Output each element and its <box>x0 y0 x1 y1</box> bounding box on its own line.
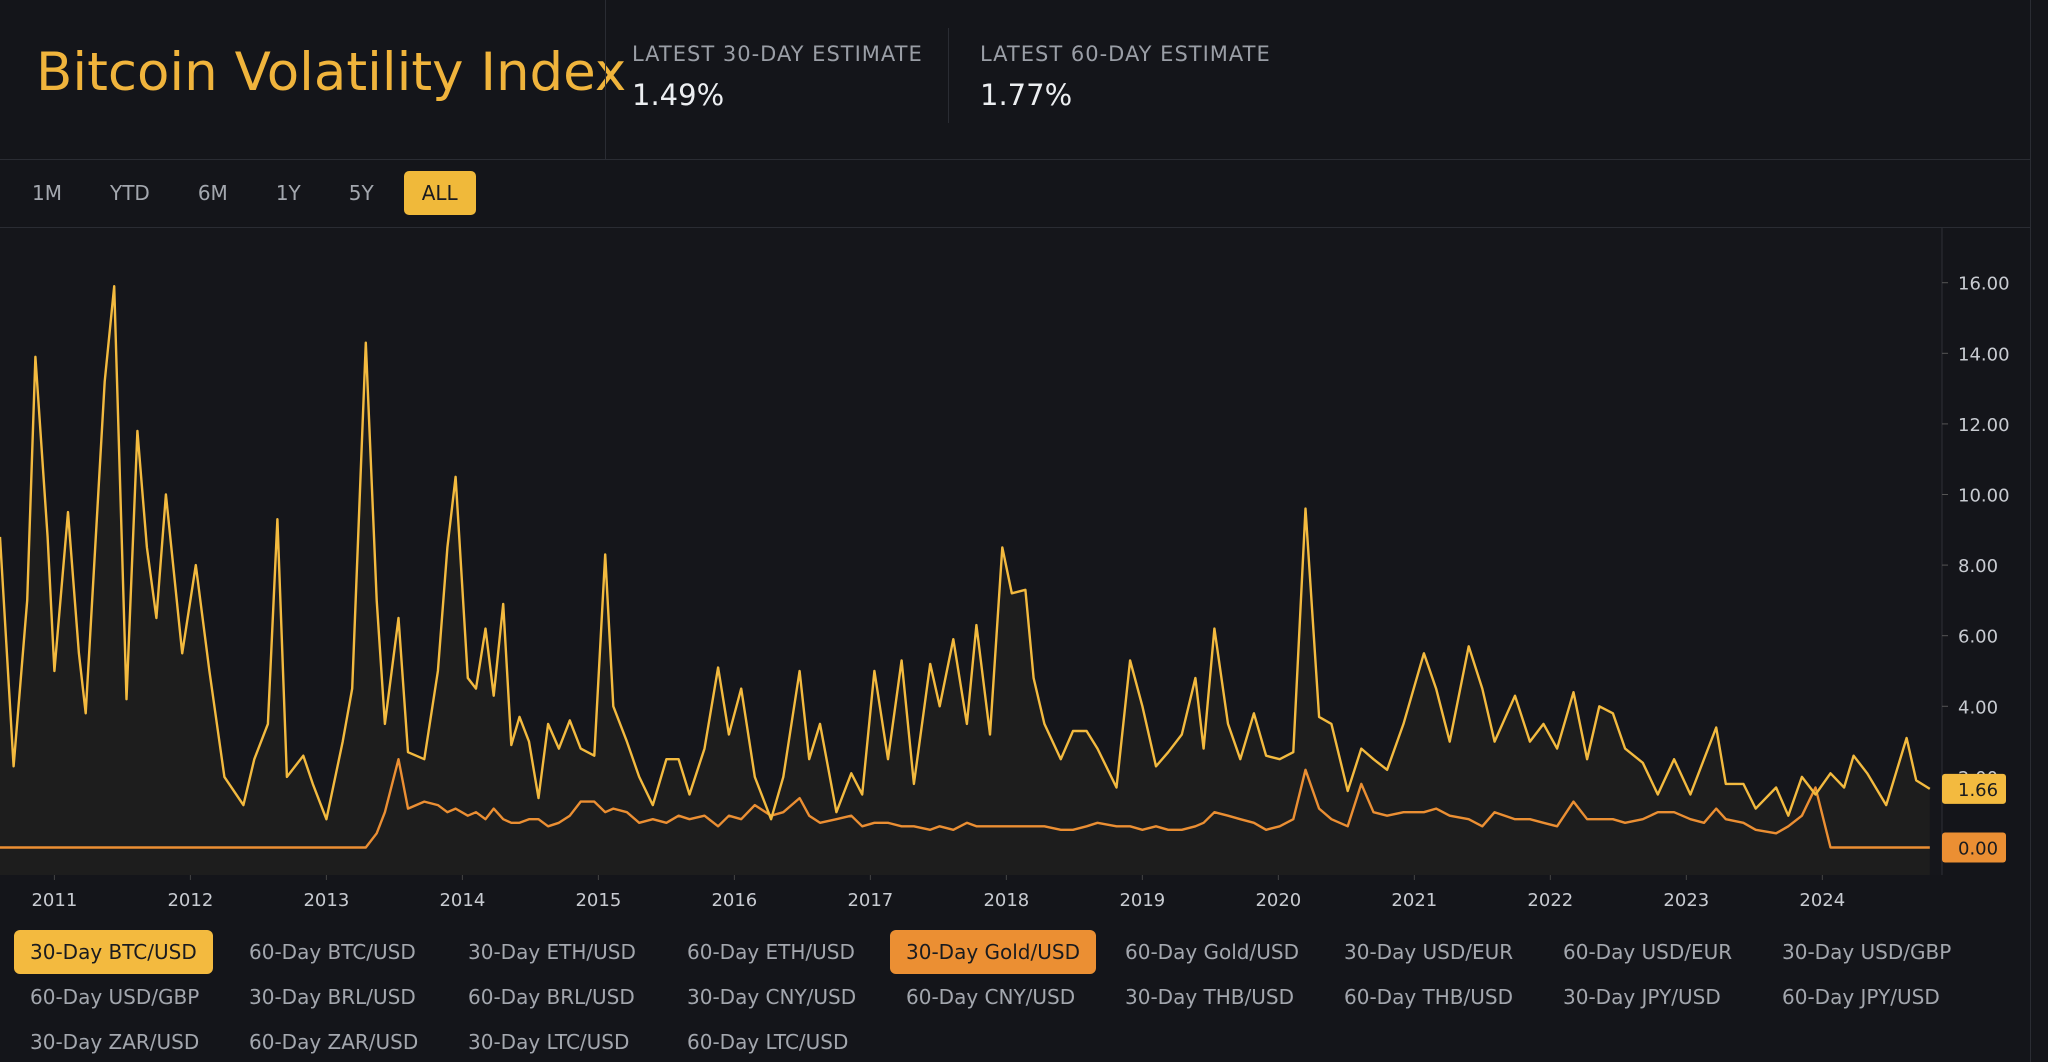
last-value-label: 1.66 <box>1958 780 1998 801</box>
y-tick-label: 10.00 <box>1958 485 2010 506</box>
range-selector: 1M YTD 6M 1Y 5Y ALL <box>14 171 488 215</box>
pair-button[interactable]: 30-Day USD/EUR <box>1344 940 1514 964</box>
x-tick-label: 2024 <box>1799 890 1845 911</box>
pair-button[interactable]: 30-Day JPY/USD <box>1563 985 1721 1009</box>
pair-button[interactable]: 60-Day ETH/USD <box>687 940 855 964</box>
pair-button[interactable]: 60-Day BTC/USD <box>249 940 416 964</box>
divider <box>948 28 949 123</box>
series-line <box>0 285 1931 821</box>
pair-button[interactable]: 30-Day BTC/USD <box>14 930 213 974</box>
x-tick-label: 2019 <box>1119 890 1165 911</box>
chart: 2.004.006.008.0010.0012.0014.0016.002011… <box>0 228 2010 911</box>
x-tick-label: 2021 <box>1391 890 1437 911</box>
x-tick-label: 2013 <box>303 890 349 911</box>
pair-button[interactable]: 30-Day LTC/USD <box>468 1030 630 1054</box>
x-tick-label: 2012 <box>167 890 213 911</box>
scrollbar-edge <box>2030 0 2031 1062</box>
x-tick-label: 2023 <box>1663 890 1709 911</box>
series-line <box>0 758 1930 849</box>
pair-button[interactable]: 30-Day USD/GBP <box>1782 940 1952 964</box>
pair-button[interactable]: 30-Day ETH/USD <box>468 940 636 964</box>
pair-button[interactable]: 30-Day ZAR/USD <box>30 1030 200 1054</box>
range-button[interactable]: 6M <box>197 181 228 205</box>
pair-button[interactable]: 60-Day THB/USD <box>1344 985 1513 1009</box>
pair-button[interactable]: 30-Day CNY/USD <box>687 985 857 1009</box>
x-tick-label: 2020 <box>1255 890 1301 911</box>
area <box>0 286 1930 875</box>
pair-button[interactable]: 30-Day Gold/USD <box>890 930 1096 974</box>
y-tick-label: 14.00 <box>1958 344 2010 365</box>
last-value-label: 0.00 <box>1958 838 1998 859</box>
y-tick-label: 16.00 <box>1958 274 2010 295</box>
last-value-box <box>1942 773 2006 804</box>
range-button[interactable]: ALL <box>403 171 476 215</box>
range-button[interactable]: 5Y <box>348 181 374 205</box>
pair-button[interactable]: 60-Day Gold/USD <box>1125 940 1299 964</box>
pair-button[interactable]: 30-Day BRL/USD <box>249 985 416 1009</box>
y-tick-label: 4.00 <box>1958 697 1998 718</box>
divider <box>0 227 2030 228</box>
estimate-label: LATEST 30-DAY ESTIMATE <box>632 42 923 66</box>
x-tick-label: 2014 <box>439 890 485 911</box>
pair-button[interactable]: 60-Day USD/GBP <box>30 985 200 1009</box>
last-value-tag: 0.00 <box>1942 832 2006 863</box>
range-button[interactable]: 1M <box>32 181 62 205</box>
range-button[interactable]: YTD <box>109 181 150 205</box>
estimate-label: LATEST 60-DAY ESTIMATE <box>980 42 1271 66</box>
pair-button[interactable]: 60-Day USD/EUR <box>1563 940 1733 964</box>
last-value-tag: 1.66 <box>1942 773 2006 804</box>
estimate-value: 1.77% <box>980 78 1073 112</box>
pair-selector: 30-Day BTC/USD 60-Day BTC/USD 30-Day ETH… <box>14 930 2014 1062</box>
estimate-value: 1.49% <box>632 78 725 112</box>
y-tick-label: 6.00 <box>1958 627 1998 648</box>
last-value-box <box>1942 832 2006 863</box>
x-tick-label: 2015 <box>575 890 621 911</box>
pair-button[interactable]: 60-Day LTC/USD <box>687 1030 849 1054</box>
pair-button[interactable]: 60-Day JPY/USD <box>1782 985 1940 1009</box>
pair-button[interactable]: 60-Day BRL/USD <box>468 985 635 1009</box>
pair-button[interactable]: 60-Day ZAR/USD <box>249 1030 419 1054</box>
pair-button[interactable]: 30-Day THB/USD <box>1125 985 1294 1009</box>
y-tick-label: 8.00 <box>1958 556 1998 577</box>
header: Bitcoin Volatility Index LATEST 30-DAY E… <box>0 0 2030 160</box>
range-button[interactable]: 1Y <box>275 181 301 205</box>
pair-button[interactable]: 60-Day CNY/USD <box>906 985 1076 1009</box>
title: Bitcoin Volatility Index <box>36 42 627 103</box>
x-tick-label: 2018 <box>983 890 1029 911</box>
x-tick-label: 2022 <box>1527 890 1573 911</box>
y-tick-label: 12.00 <box>1958 415 2010 436</box>
x-tick-label: 2016 <box>711 890 757 911</box>
x-tick-label: 2017 <box>847 890 893 911</box>
divider <box>605 0 606 159</box>
x-tick-label: 2011 <box>31 890 77 911</box>
